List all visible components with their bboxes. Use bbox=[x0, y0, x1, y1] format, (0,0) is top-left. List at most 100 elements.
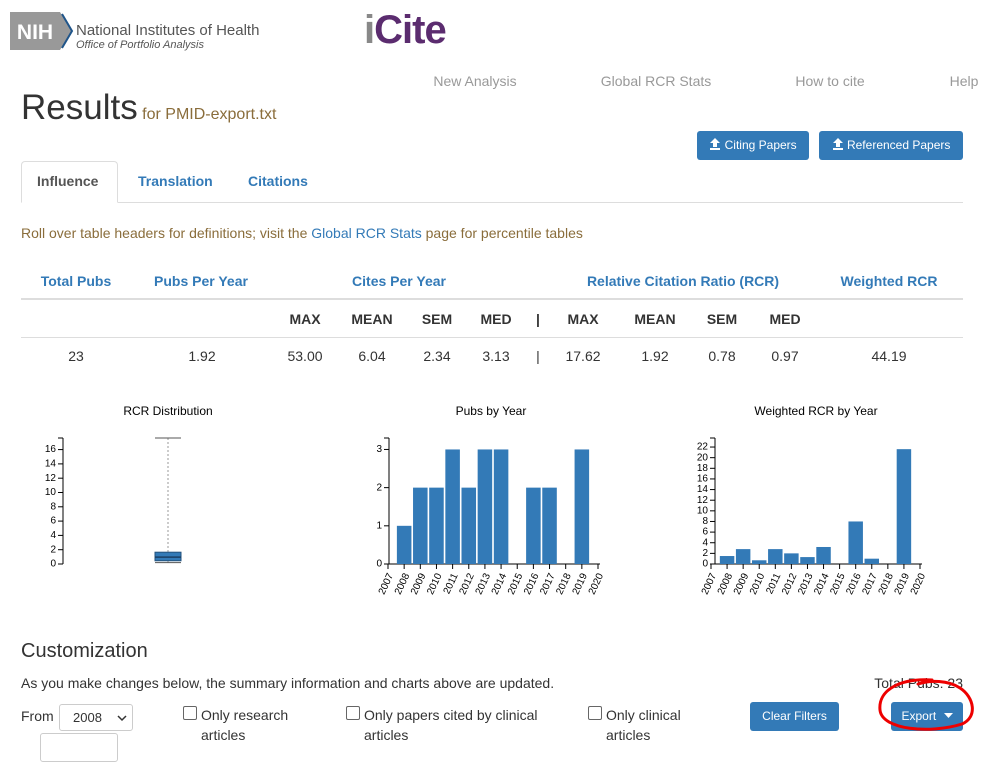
checkbox[interactable]: Only research articles bbox=[183, 705, 313, 745]
bar bbox=[848, 521, 863, 564]
y-tick-label: 14 bbox=[45, 459, 57, 470]
table-subheader: MEAN bbox=[634, 311, 676, 327]
y-tick-label: 4 bbox=[702, 537, 708, 548]
bar bbox=[816, 546, 831, 564]
bar bbox=[574, 449, 590, 564]
nih-logo-text: NIH bbox=[17, 21, 53, 44]
y-tick-label: 16 bbox=[697, 474, 709, 485]
y-tick-label: 2 bbox=[50, 544, 56, 555]
checkbox[interactable]: Only clinical articles bbox=[588, 705, 708, 745]
bar bbox=[864, 558, 880, 564]
bar bbox=[429, 487, 444, 564]
chart-title: Pubs by Year bbox=[456, 404, 527, 418]
table-subheader: MED bbox=[480, 311, 512, 327]
table-cell: 0.97 bbox=[771, 348, 799, 364]
upload-icon bbox=[710, 138, 721, 150]
nih-logo-shape bbox=[10, 12, 72, 50]
upload-icon bbox=[832, 138, 843, 150]
button-label: Referenced Papers bbox=[846, 138, 951, 152]
bar bbox=[461, 487, 477, 564]
x-tick-label: 2020 bbox=[909, 571, 929, 596]
active-tab[interactable] bbox=[21, 161, 118, 203]
button-label: Export bbox=[901, 709, 937, 723]
table-cell: 1.92 bbox=[188, 348, 216, 364]
tab[interactable]: Citations bbox=[248, 173, 308, 189]
from-value: 2008 bbox=[73, 710, 102, 725]
y-tick-label: 1 bbox=[376, 520, 382, 531]
table-cell: 2.34 bbox=[423, 348, 451, 364]
table-cell: 6.04 bbox=[358, 348, 386, 364]
nih-logo: NIH bbox=[10, 12, 74, 50]
y-tick-label: 10 bbox=[45, 487, 57, 498]
y-tick-label: 0 bbox=[376, 559, 382, 570]
y-tick-label: 8 bbox=[702, 516, 708, 527]
bar bbox=[751, 560, 767, 564]
y-tick-label: 16 bbox=[45, 444, 57, 455]
hint-text: Roll over table headers for definitions;… bbox=[21, 225, 312, 241]
y-tick-label: 0 bbox=[702, 559, 708, 570]
results-file: for PMID-export.txt bbox=[142, 106, 277, 123]
annotation-circle bbox=[878, 678, 974, 731]
bar bbox=[396, 525, 412, 564]
nih-logo-edge bbox=[61, 13, 74, 49]
table-subheader: SEM bbox=[706, 311, 738, 327]
tab[interactable]: Influence bbox=[37, 173, 99, 189]
bar bbox=[735, 549, 751, 564]
table-cell: 1.92 bbox=[641, 348, 669, 364]
nav-link[interactable]: New Analysis bbox=[433, 73, 517, 89]
y-tick-label: 2 bbox=[702, 548, 708, 559]
table-row-line bbox=[21, 337, 963, 338]
export-caret bbox=[943, 713, 953, 718]
y-tick-label: 8 bbox=[50, 501, 56, 512]
bar bbox=[768, 549, 783, 564]
bar bbox=[719, 556, 735, 564]
clear-filters-button[interactable]: Clear Filters bbox=[750, 702, 839, 731]
y-tick-label: 2 bbox=[376, 482, 382, 493]
chart-title: Weighted RCR by Year bbox=[754, 404, 877, 418]
y-tick-label: 12 bbox=[45, 473, 57, 484]
y-tick-label: 0 bbox=[50, 559, 56, 570]
checkbox-label: Only clinical articles bbox=[606, 707, 681, 743]
button-label: Clear Filters bbox=[762, 709, 827, 723]
from-select[interactable]: 2008 bbox=[59, 704, 133, 731]
hint-link[interactable]: Global RCR Stats bbox=[311, 225, 422, 241]
bar bbox=[493, 449, 509, 564]
checkbox[interactable]: Only papers cited by clinical articles bbox=[346, 705, 551, 745]
table-header: Total Pubs bbox=[40, 273, 112, 289]
nav-link[interactable]: How to cite bbox=[795, 73, 865, 89]
bar bbox=[477, 449, 493, 564]
tab[interactable]: Translation bbox=[138, 173, 213, 189]
table-cell: 17.62 bbox=[565, 348, 601, 364]
y-tick-label: 4 bbox=[50, 530, 56, 541]
button-label: Citing Papers bbox=[724, 138, 797, 152]
y-tick-label: 18 bbox=[697, 463, 709, 474]
nav-link[interactable]: Global RCR Stats bbox=[600, 73, 712, 89]
table-subheader: SEM bbox=[421, 311, 453, 327]
citing-button[interactable]: Citing Papers bbox=[697, 131, 809, 160]
to-select[interactable] bbox=[40, 733, 118, 762]
custom-title: Customization bbox=[21, 640, 148, 662]
x-tick-label: 2020 bbox=[587, 571, 607, 596]
table-header: Relative Citation Ratio (RCR) bbox=[586, 273, 780, 289]
x-tick-label: 2010 bbox=[425, 571, 445, 596]
results-heading: Results for PMID-export.txt bbox=[21, 88, 276, 128]
table-cell: 0.78 bbox=[708, 348, 736, 364]
y-tick-label: 6 bbox=[50, 516, 56, 527]
page: NIH National Institutes of Health Office… bbox=[10, 8, 979, 762]
y-tick-label: 20 bbox=[697, 452, 709, 463]
table-header: Cites Per Year bbox=[352, 273, 446, 289]
table-header: Pubs Per Year bbox=[154, 273, 248, 289]
hint: Roll over table headers for definitions;… bbox=[21, 225, 583, 241]
results-title: Results bbox=[21, 88, 138, 127]
nih-title: National Institutes of Health bbox=[76, 22, 260, 39]
table-cell: | bbox=[536, 348, 540, 364]
y-tick-label: 22 bbox=[697, 442, 709, 453]
table-subheader: MAX bbox=[289, 311, 321, 327]
y-tick-label: 3 bbox=[376, 444, 382, 455]
bar bbox=[800, 557, 815, 564]
referenced-button[interactable]: Referenced Papers bbox=[819, 131, 963, 160]
nih-subtitle: Office of Portfolio Analysis bbox=[76, 39, 204, 51]
table-cell: 44.19 bbox=[871, 348, 907, 364]
nav-link[interactable]: Help bbox=[949, 73, 979, 89]
